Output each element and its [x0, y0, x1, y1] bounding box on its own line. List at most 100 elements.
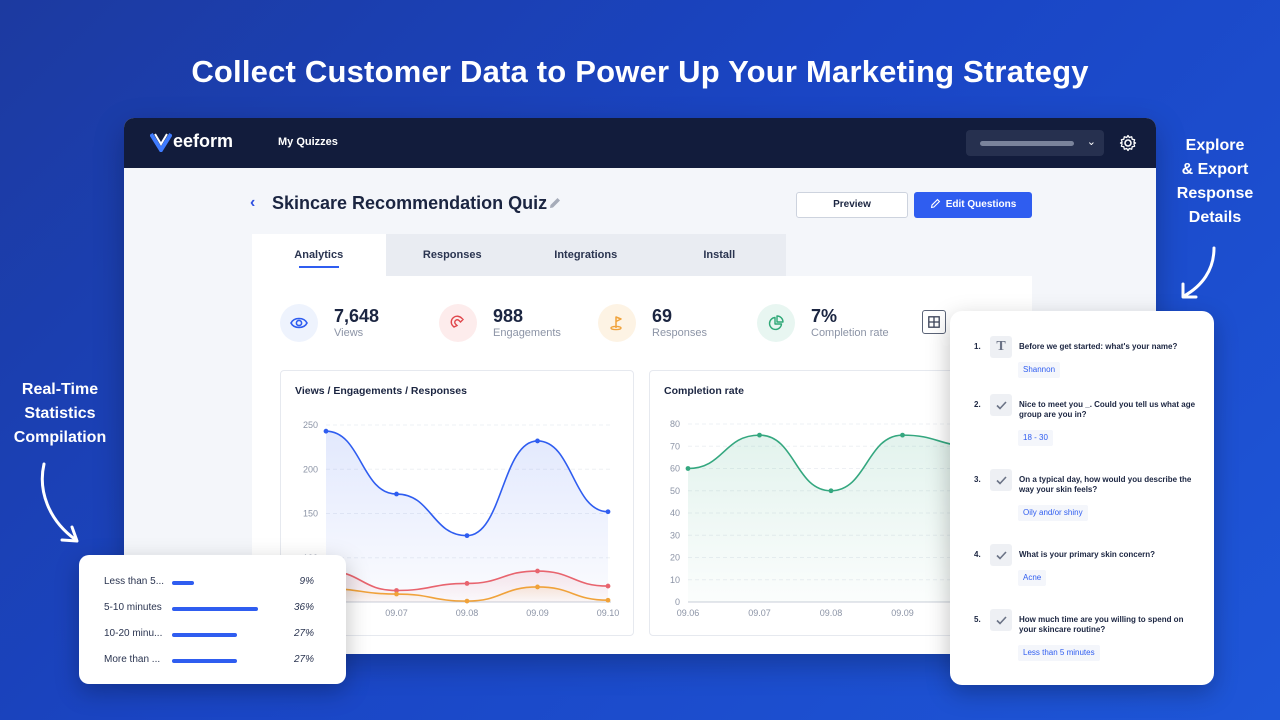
series-area — [326, 586, 608, 602]
chart-title: Completion rate — [664, 385, 744, 397]
logo[interactable]: eeform — [150, 131, 233, 152]
check-icon — [990, 544, 1012, 566]
back-arrow-icon[interactable]: ‹ — [250, 194, 256, 211]
stat-value: 69 — [652, 306, 673, 326]
y-tick-label: 0 — [675, 597, 680, 607]
x-tick-label: 09.08 — [456, 608, 479, 618]
right-caption: Explore & Export Response Details — [1168, 134, 1262, 230]
y-tick-label: 80 — [670, 419, 680, 429]
right-caption-line: Explore — [1185, 137, 1245, 154]
y-tick-label: 70 — [670, 441, 680, 451]
stat-label: Engagements — [493, 327, 561, 339]
y-tick-label: 40 — [670, 508, 680, 518]
duration-label: More than ... — [104, 654, 161, 665]
x-tick-label: 09.09 — [526, 608, 549, 618]
stat-label: Responses — [652, 327, 708, 339]
tab-analytics[interactable]: Analytics — [252, 234, 386, 276]
x-tick-label: 09.07 — [385, 608, 408, 618]
edit-questions-button[interactable]: Edit Questions — [914, 192, 1032, 218]
stat-value: 7,648 — [334, 306, 380, 326]
y-tick-label: 30 — [670, 530, 680, 540]
completion-time-card: Less than 5... 9% 5-10 minutes 36% 10-20 min… — [79, 555, 346, 684]
x-tick-label: 09.10 — [597, 608, 620, 618]
data-point — [323, 428, 329, 434]
answer-chip: 18 - 30 — [1018, 430, 1053, 446]
left-caption-line: Statistics — [24, 405, 96, 422]
quiz-title: Skincare Recommendation Quiz — [272, 193, 548, 213]
nav-my-quizzes[interactable]: My Quizzes — [278, 136, 338, 148]
question-number: 1. — [974, 342, 981, 351]
question-text: Before we get started: what's your name? — [1019, 342, 1178, 351]
data-point — [464, 598, 470, 604]
tab-install[interactable]: Install — [703, 249, 736, 261]
tab-integrations[interactable]: Integrations — [554, 249, 618, 261]
pencil-icon[interactable] — [548, 196, 562, 210]
series-area — [326, 431, 608, 602]
tab-responses[interactable]: Responses — [422, 249, 482, 261]
x-tick-label: 09.06 — [677, 608, 700, 618]
data-point — [394, 491, 399, 497]
edit-questions-label: Edit Questions — [945, 199, 1017, 210]
gear-icon[interactable] — [1118, 133, 1138, 153]
data-point — [394, 591, 399, 597]
headline: Collect Customer Data to Power Up Your M… — [191, 54, 1089, 89]
data-point — [757, 432, 762, 438]
x-tick-label: 09.07 — [748, 608, 771, 618]
chart-plot: 0 10 20 30 40 50 60 70 80 09.06 09.07 09.08 09.09 — [670, 419, 970, 618]
brand-name: eeform — [173, 131, 234, 151]
data-point — [828, 488, 834, 494]
magnet-icon — [439, 304, 477, 342]
y-tick-label: 60 — [670, 464, 680, 474]
duration-bar — [172, 659, 237, 663]
response-details-card: 1. T Before we get started: what's your na… — [950, 311, 1214, 685]
duration-label: 5-10 minutes — [104, 602, 162, 613]
duration-row: 5-10 minutes 36% — [104, 602, 324, 616]
y-tick-label: 50 — [670, 486, 680, 496]
duration-percent: 9% — [299, 576, 314, 587]
answer-chip: Oily and/or shiny — [1018, 505, 1088, 521]
data-point — [900, 432, 905, 438]
duration-row: 10-20 minu... 27% — [104, 628, 324, 642]
y-tick-label: 150 — [303, 509, 318, 519]
data-point — [685, 466, 691, 471]
y-tick-label: 20 — [670, 553, 680, 563]
duration-row: Less than 5... 9% — [104, 576, 324, 590]
stat-value: 988 — [493, 306, 524, 326]
left-caption-line: Real-Time — [21, 381, 99, 398]
question-number: 4. — [974, 550, 981, 559]
pie-chart-icon — [757, 304, 795, 342]
data-point — [464, 533, 470, 539]
preview-button[interactable]: Preview — [796, 192, 908, 218]
data-point — [535, 568, 540, 574]
data-point — [464, 581, 470, 586]
series-area — [688, 435, 970, 602]
pencil-icon — [930, 198, 940, 209]
store-name-placeholder — [980, 141, 1074, 146]
duration-row: More than ... 27% — [104, 654, 324, 668]
stat-label: Views — [334, 327, 364, 339]
stat-value: 7% — [811, 306, 838, 326]
grid-view-icon[interactable] — [922, 310, 946, 334]
data-point — [535, 584, 540, 590]
x-tick-label: 09.08 — [820, 608, 843, 618]
chart-title: Views / Engagements / Responses — [295, 385, 467, 397]
eye-icon — [280, 304, 318, 342]
text-icon: T — [990, 336, 1012, 358]
x-tick-label: 09.09 — [891, 608, 914, 618]
question-text: What is your primary skin concern? — [1019, 550, 1156, 559]
curved-arrow-icon — [40, 462, 79, 543]
store-selector[interactable]: ⌄ — [966, 130, 1104, 156]
duration-label: Less than 5... — [104, 576, 165, 587]
question-text: How much time are you willing to spend o… — [1019, 615, 1184, 634]
main-content: ‹ Skincare Recommendation Quiz Preview E… — [124, 168, 1156, 654]
answer-chip: Shannon — [1018, 362, 1061, 378]
app-window: eeform My Quizzes ⌄ ‹ Skincare Recommend… — [124, 118, 1156, 654]
data-point — [535, 438, 540, 444]
y-tick-label: 10 — [670, 575, 680, 585]
stat-label: Completion rate — [811, 327, 889, 339]
y-tick-label: 200 — [303, 464, 318, 474]
question-text: On a typical day, how would you describe… — [1019, 475, 1192, 494]
question-number: 3. — [974, 475, 981, 484]
v-logo-icon — [150, 132, 172, 152]
